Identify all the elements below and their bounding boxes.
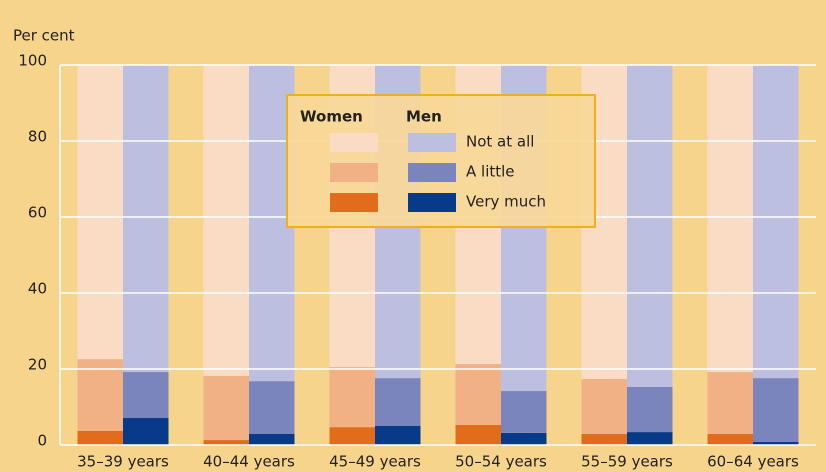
bar-segment xyxy=(501,432,547,445)
bar-segment xyxy=(627,432,673,445)
legend-group-title: Women xyxy=(300,108,363,126)
bar-segment xyxy=(375,426,421,445)
bar-segment xyxy=(249,433,295,445)
bar-segment xyxy=(329,427,375,445)
bar-segment xyxy=(203,440,249,445)
y-tick-label: 20 xyxy=(28,356,47,374)
bar-segment xyxy=(707,372,753,434)
bar-segment xyxy=(581,433,627,445)
bar-segment xyxy=(249,381,295,434)
bar-segment xyxy=(753,441,799,445)
bar-segment xyxy=(753,378,799,442)
bar-segment xyxy=(329,367,375,428)
legend-label: Not at all xyxy=(466,133,534,151)
legend: Women Men Not at all A little Very much xyxy=(286,94,596,228)
bar-segment xyxy=(375,378,421,426)
bar-segment xyxy=(203,375,249,441)
legend-swatch xyxy=(330,193,378,212)
bar-segment xyxy=(77,430,123,445)
x-tick-label: 50–54 years xyxy=(455,453,547,471)
x-tick-label: 55–59 years xyxy=(581,453,673,471)
y-tick-label: 40 xyxy=(28,280,47,298)
bar-segment xyxy=(627,386,673,433)
bar-segment xyxy=(123,418,169,445)
bar-segment xyxy=(77,359,123,431)
y-tick-label: 80 xyxy=(28,128,47,146)
bar-segment xyxy=(707,65,753,373)
bar-segment xyxy=(203,65,249,376)
bar-segment xyxy=(501,391,547,433)
grid xyxy=(59,64,816,446)
y-axis-label: Per cent xyxy=(13,27,75,45)
legend-swatch xyxy=(330,133,378,152)
bar-segment xyxy=(581,378,627,434)
bar-segment xyxy=(123,65,169,373)
bar-segment xyxy=(627,65,673,387)
bar-segment xyxy=(455,364,501,425)
legend-swatch xyxy=(330,163,378,182)
bar-segment xyxy=(455,424,501,445)
x-tick-label: 35–39 years xyxy=(77,453,169,471)
x-tick-label: 60–64 years xyxy=(707,453,799,471)
bar-segment xyxy=(707,433,753,445)
bar-segment xyxy=(753,65,799,379)
x-tick-label: 45–49 years xyxy=(329,453,421,471)
legend-label: Very much xyxy=(466,193,546,211)
y-tick-label: 60 xyxy=(28,204,47,222)
y-tick-label: 0 xyxy=(37,432,47,450)
legend-swatch xyxy=(408,163,456,182)
legend-swatch xyxy=(408,133,456,152)
legend-label: A little xyxy=(466,163,515,181)
y-tick-label: 100 xyxy=(18,52,47,70)
legend-swatch xyxy=(408,193,456,212)
legend-group-title: Men xyxy=(406,108,442,126)
bar-segment xyxy=(77,65,123,360)
x-tick-label: 40–44 years xyxy=(203,453,295,471)
bar-segment xyxy=(123,372,169,419)
